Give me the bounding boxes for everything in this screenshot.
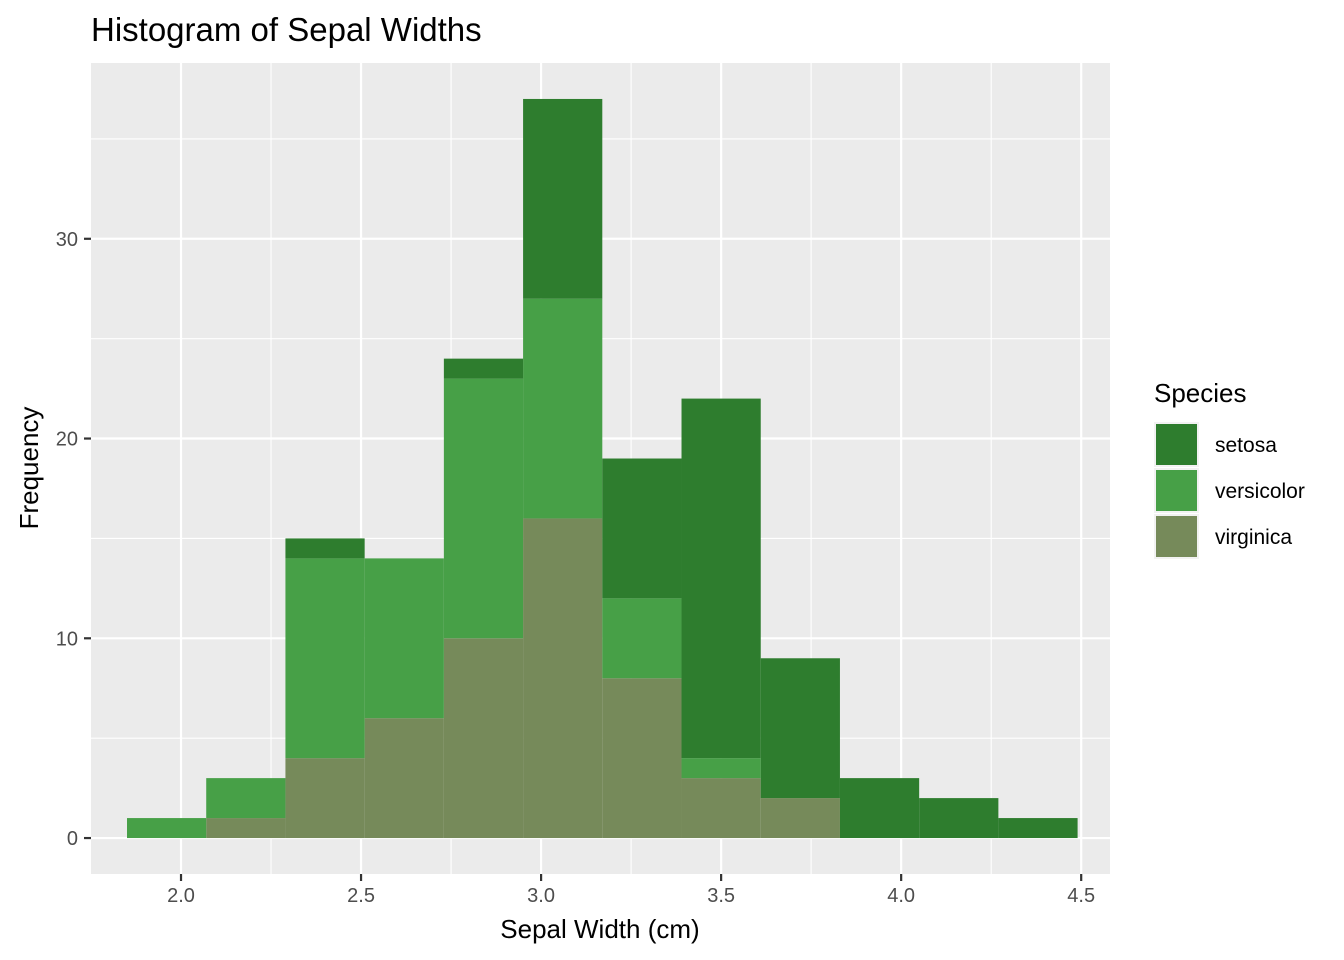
legend-swatch-virginica <box>1156 516 1197 557</box>
bar-setosa <box>998 818 1078 839</box>
bar-virginica <box>602 678 682 839</box>
bar-versicolor <box>285 558 365 759</box>
legend-label-versicolor: versicolor <box>1215 480 1305 503</box>
bar-setosa <box>285 538 365 559</box>
x-tick-label: 4.5 <box>1067 885 1095 907</box>
bar-versicolor <box>602 598 682 679</box>
bar-versicolor <box>127 818 207 839</box>
y-axis: 0 10 20 30 <box>56 229 91 850</box>
x-tick-label: 2.0 <box>167 885 195 907</box>
bar-virginica <box>364 718 444 839</box>
bar-setosa <box>443 358 524 379</box>
bar-setosa <box>839 778 920 839</box>
legend-label-setosa: setosa <box>1215 434 1277 457</box>
bar-virginica <box>523 518 603 839</box>
x-tick-label: 3.0 <box>527 885 555 907</box>
bar-virginica <box>285 758 365 839</box>
series-versicolor <box>127 298 761 839</box>
bar-versicolor <box>206 778 286 819</box>
x-tick-label: 3.5 <box>707 885 735 907</box>
bar-setosa <box>681 398 761 759</box>
chart-title: Histogram of Sepal Widths <box>91 11 482 48</box>
series-virginica <box>206 518 840 839</box>
legend-swatch-versicolor <box>1156 470 1197 511</box>
x-tick-label: 4.0 <box>887 885 915 907</box>
x-axis: 2.0 2.5 3.0 3.5 4.0 4.5 <box>167 874 1095 907</box>
y-tick-label: 30 <box>56 229 78 251</box>
series-setosa <box>285 98 1078 839</box>
legend-title: Species <box>1154 378 1247 408</box>
y-tick-label: 0 <box>67 828 78 850</box>
bar-versicolor <box>364 558 444 719</box>
bar-setosa <box>602 458 682 599</box>
legend: Species setosa versicolor virginica <box>1154 378 1305 559</box>
bar-virginica <box>681 778 761 839</box>
bar-versicolor <box>523 298 603 519</box>
x-tick-label: 2.5 <box>347 885 375 907</box>
bar-setosa <box>919 798 999 839</box>
y-axis-title: Frequency <box>14 407 44 530</box>
y-tick-label: 20 <box>56 429 78 451</box>
bar-virginica <box>206 818 286 839</box>
y-tick-label: 10 <box>56 628 78 650</box>
x-axis-title: Sepal Width (cm) <box>500 914 699 944</box>
legend-label-virginica: virginica <box>1215 526 1292 549</box>
bar-versicolor <box>443 378 524 639</box>
bar-virginica <box>443 638 524 839</box>
bar-versicolor <box>681 758 761 779</box>
legend-swatch-setosa <box>1156 424 1197 465</box>
bar-virginica <box>760 798 840 839</box>
histogram-bars <box>127 98 1078 839</box>
bar-setosa <box>760 658 840 799</box>
bar-setosa <box>523 98 603 299</box>
